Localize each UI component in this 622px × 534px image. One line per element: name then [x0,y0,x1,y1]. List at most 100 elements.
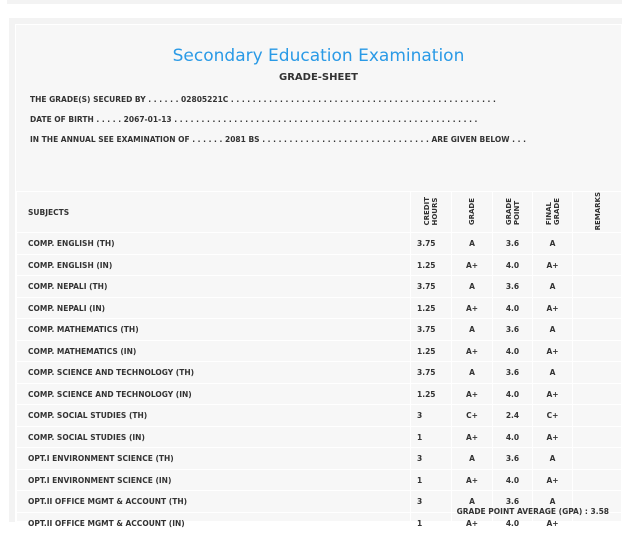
final-grade: A [533,276,573,298]
subject: OPT.I ENVIRONMENT SCIENCE (IN) [17,469,411,491]
final-grade: A+ [533,383,573,405]
final-grade: A+ [533,254,573,276]
credit-hours: 3 [411,405,452,427]
final-grade: A+ [533,340,573,362]
grade: A [452,233,493,255]
subject: COMP. SCIENCE AND TECHNOLOGY (IN) [17,383,411,405]
grade-point: 4.0 [493,383,533,405]
final-grade: A [533,233,573,255]
column-header-label: GRADE [468,198,476,225]
remarks [573,297,622,319]
column-header-label: SUBJECTS [28,208,69,217]
top-bar [7,0,622,4]
column-header: SUBJECTS [17,192,411,233]
remarks [573,233,622,255]
remarks [573,405,622,427]
subject: COMP. MATHEMATICS (TH) [17,319,411,341]
grades-table: SUBJECTS CREDIT HOURS GRADE GRADE POINT FINA… [16,191,622,534]
column-header-label: FINAL GRADE [545,198,561,225]
subject: COMP. NEPALI (TH) [17,276,411,298]
grade-point: 3.6 [493,276,533,298]
remarks [573,383,622,405]
subject: COMP. ENGLISH (IN) [17,254,411,276]
credit-hours: 1 [411,426,452,448]
grade-sheet: Secondary Education Examination GRADE-SH… [15,24,622,522]
grade: A [452,362,493,384]
final-grade: A+ [533,297,573,319]
secured-by: THE GRADE(S) SECURED BY . . . . . . 0280… [30,95,496,104]
subject: OPT.II OFFICE MGMT & ACCOUNT (TH) [17,491,411,513]
remarks [573,448,622,470]
grade: A [452,276,493,298]
subject: COMP. SOCIAL STUDIES (IN) [17,426,411,448]
remarks [573,319,622,341]
final-grade: C+ [533,405,573,427]
credit-hours: 3.75 [411,233,452,255]
date-of-birth: DATE OF BIRTH . . . . . 2067-01-13 . . .… [30,115,477,124]
column-header: CREDIT HOURS [411,192,452,233]
subject: OPT.I ENVIRONMENT SCIENCE (TH) [17,448,411,470]
grade: A+ [452,297,493,319]
remarks [573,276,622,298]
grade-sheet-panel: Secondary Education Examination GRADE-SH… [9,18,622,522]
grade: A+ [452,383,493,405]
remarks [573,254,622,276]
column-header: GRADE [452,192,493,233]
credit-hours: 3 [411,448,452,470]
credit-hours: 1 [411,469,452,491]
column-header-label: GRADE POINT [505,198,521,225]
grade: A+ [452,426,493,448]
grade-point: 2.4 [493,405,533,427]
final-grade: A [533,448,573,470]
subject: COMP. SCIENCE AND TECHNOLOGY (TH) [17,362,411,384]
credit-hours: 1.25 [411,340,452,362]
final-grade: A [533,362,573,384]
credit-hours: 3.75 [411,276,452,298]
credit-hours: 3.75 [411,362,452,384]
grade: A+ [452,340,493,362]
credit-hours: 3 [411,491,452,513]
column-header-label: REMARKS [594,192,602,230]
subject: OPT.II OFFICE MGMT & ACCOUNT (IN) [17,512,411,534]
final-grade: A+ [533,469,573,491]
remarks [573,340,622,362]
grade-point: 4.0 [493,469,533,491]
grade: A [452,448,493,470]
credit-hours: 3.75 [411,319,452,341]
grade-point: 4.0 [493,426,533,448]
grade: A [452,319,493,341]
grade-point: 3.6 [493,233,533,255]
grade: C+ [452,405,493,427]
grade-point: 4.0 [493,340,533,362]
subject: COMP. NEPALI (IN) [17,297,411,319]
exam-info: IN THE ANNUAL SEE EXAMINATION OF . . . .… [30,135,526,144]
final-grade: A+ [533,426,573,448]
page-title: Secondary Education Examination [16,46,621,66]
remarks [573,469,622,491]
grade-point: 4.0 [493,297,533,319]
credit-hours: 1.25 [411,254,452,276]
grade-point: 3.6 [493,362,533,384]
gpa: GRADE POINT AVERAGE (GPA) : 3.58 [457,507,609,516]
column-header-label: CREDIT HOURS [423,197,439,226]
credit-hours: 1 [411,512,452,534]
grade-point: 3.6 [493,448,533,470]
credit-hours: 1.25 [411,383,452,405]
column-header: FINAL GRADE [533,192,573,233]
subtitle: GRADE-SHEET [16,72,621,83]
column-header: GRADE POINT [493,192,533,233]
credit-hours: 1.25 [411,297,452,319]
grade-point: 4.0 [493,254,533,276]
